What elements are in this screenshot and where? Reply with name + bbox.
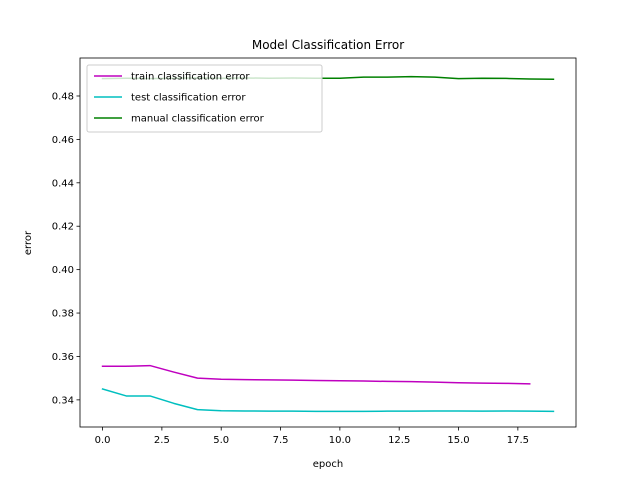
- y-tick-label: 0.40: [52, 265, 74, 276]
- x-tick-label: 10.0: [329, 435, 351, 446]
- x-axis-ticks: 0.0 2.5 5.0 7.5 10.0 12.5 15.0 17.5: [95, 427, 529, 446]
- series-line-train: [101, 364, 531, 385]
- x-tick-label: 2.5: [154, 435, 170, 446]
- y-tick-label: 0.48: [52, 91, 74, 102]
- x-tick-label: 0.0: [95, 435, 111, 446]
- legend-label-manual: manual classification error: [131, 114, 265, 125]
- y-tick-label: 0.34: [52, 395, 74, 406]
- y-tick-label: 0.46: [52, 135, 74, 146]
- x-tick-label: 12.5: [388, 435, 410, 446]
- y-tick-label: 0.36: [52, 352, 74, 363]
- x-axis-label: epoch: [313, 459, 343, 470]
- series-line-test: [101, 388, 555, 413]
- axes-frame: [79, 57, 577, 428]
- x-tick-label: 7.5: [273, 435, 289, 446]
- y-axis-ticks: 0.34 0.36 0.38 0.40 0.42 0.44 0.46 0.48: [52, 91, 80, 406]
- y-tick-label: 0.42: [52, 222, 74, 233]
- x-tick-label: 5.0: [213, 435, 229, 446]
- legend-label-train: train classification error: [131, 72, 250, 83]
- y-tick-label: 0.38: [52, 309, 74, 320]
- legend-label-test: test classification error: [131, 93, 246, 104]
- chart-title: Model Classification Error: [252, 38, 404, 52]
- y-tick-label: 0.44: [52, 178, 74, 189]
- y-axis-label: error: [23, 230, 34, 255]
- x-tick-label: 15.0: [447, 435, 469, 446]
- legend: train classification error test classific…: [86, 64, 323, 133]
- legend-box: [86, 64, 323, 133]
- x-tick-label: 17.5: [507, 435, 529, 446]
